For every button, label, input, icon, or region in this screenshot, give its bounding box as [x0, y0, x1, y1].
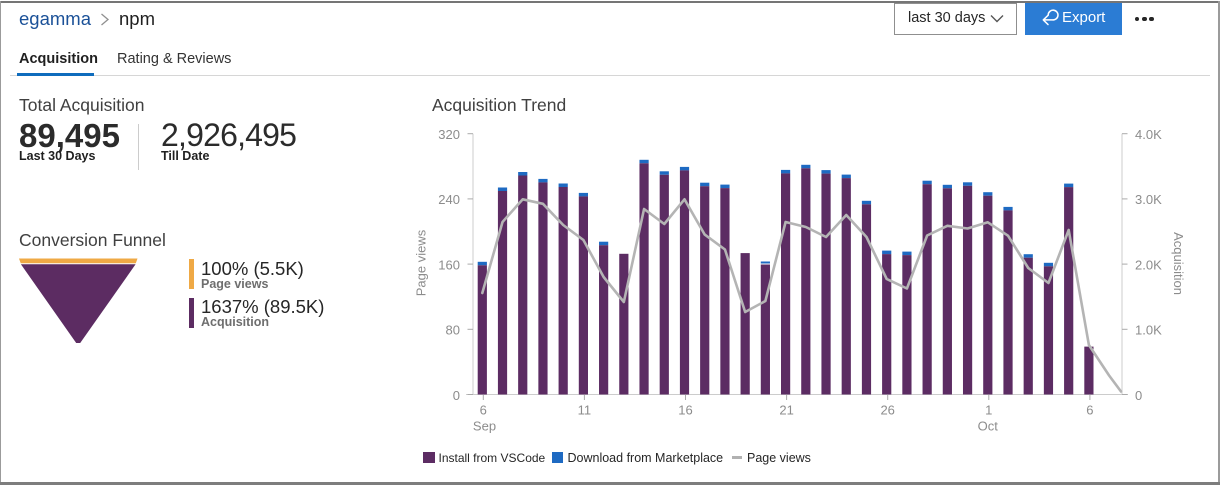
svg-text:6: 6 — [1086, 403, 1093, 418]
svg-text:Page views: Page views — [414, 229, 429, 296]
svg-text:21: 21 — [779, 403, 793, 418]
svg-text:26: 26 — [880, 403, 894, 418]
svg-text:Acquisition: Acquisition — [1171, 232, 1186, 295]
svg-text:0: 0 — [1135, 388, 1142, 403]
svg-text:1: 1 — [985, 403, 992, 418]
svg-text:2.0K: 2.0K — [1135, 257, 1162, 272]
svg-text:1.0K: 1.0K — [1135, 323, 1162, 338]
svg-text:Sep: Sep — [473, 419, 496, 434]
svg-text:160: 160 — [438, 257, 460, 272]
svg-text:11: 11 — [578, 403, 592, 418]
svg-text:240: 240 — [438, 192, 460, 207]
svg-text:320: 320 — [438, 127, 460, 142]
svg-text:4.0K: 4.0K — [1135, 127, 1162, 142]
svg-text:0: 0 — [453, 388, 460, 403]
svg-text:3.0K: 3.0K — [1135, 192, 1162, 207]
svg-text:80: 80 — [446, 323, 460, 338]
svg-text:16: 16 — [678, 403, 692, 418]
svg-text:6: 6 — [480, 403, 487, 418]
svg-text:Oct: Oct — [978, 419, 999, 434]
